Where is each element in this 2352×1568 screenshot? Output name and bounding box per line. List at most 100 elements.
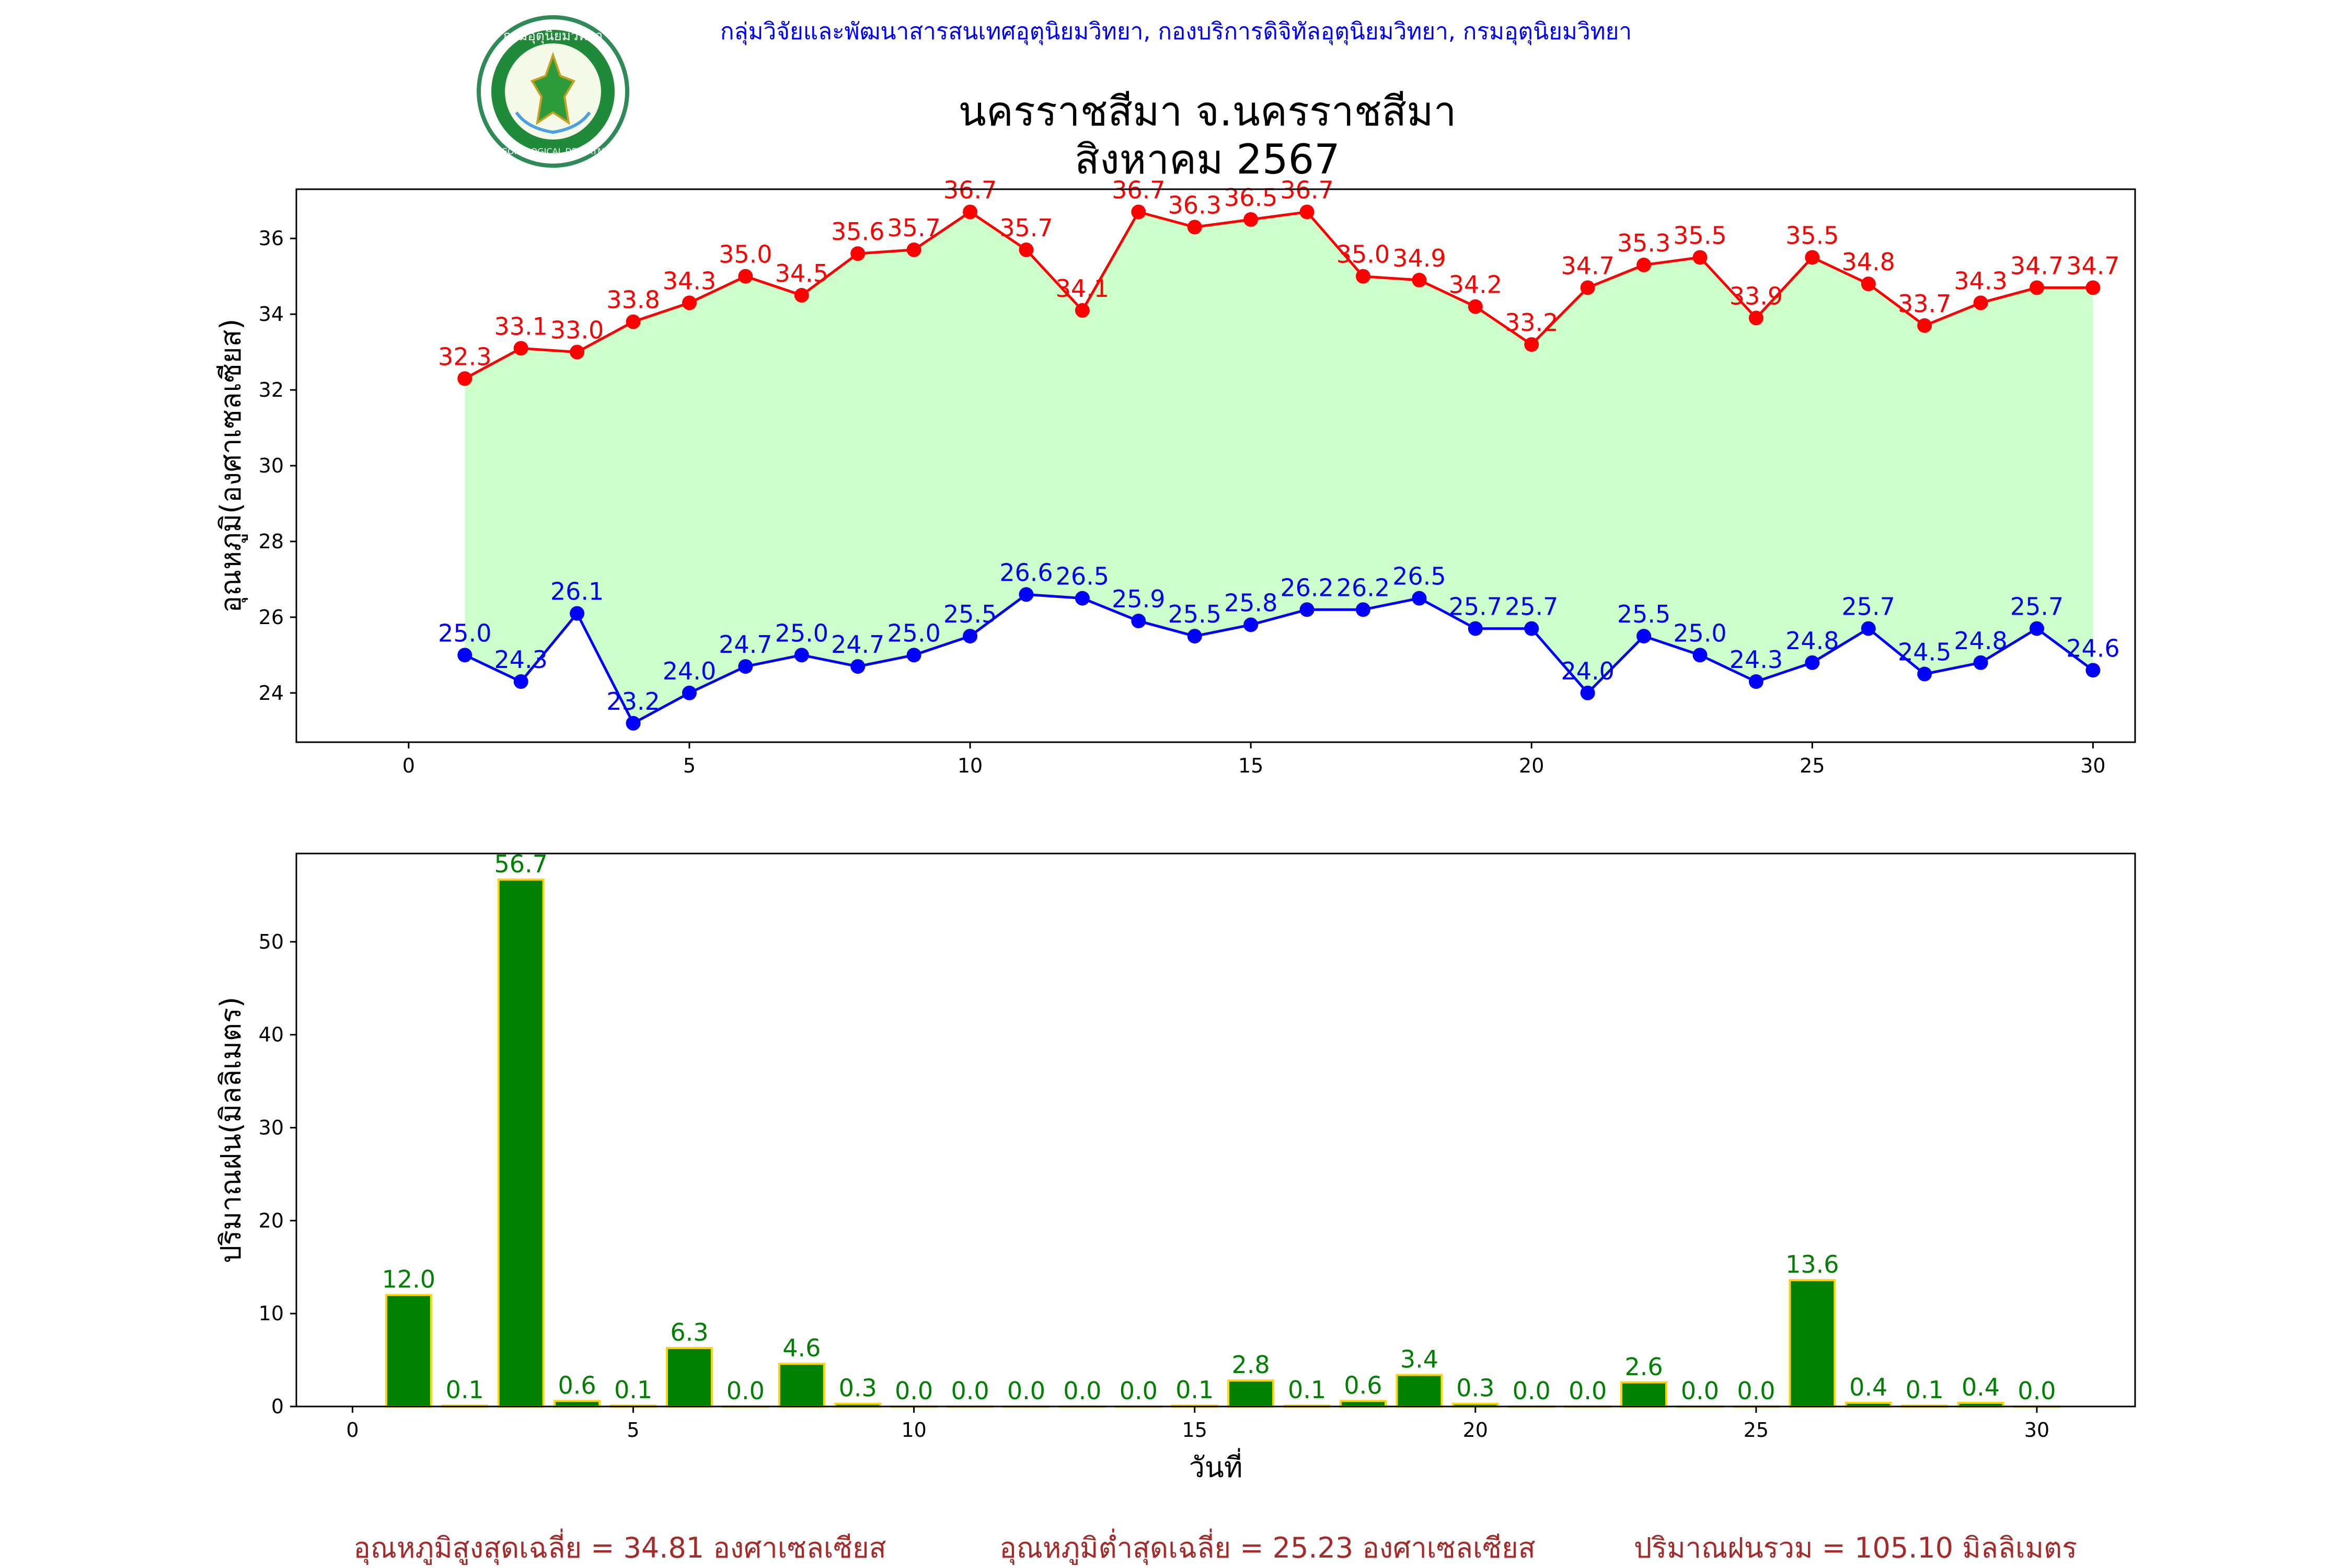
min-temp-point: [513, 674, 528, 689]
x-tick-label: 10: [958, 754, 983, 777]
rain-label: 0.0: [1681, 1377, 1719, 1405]
max-temp-label: 35.3: [1617, 229, 1670, 257]
max-temp-point: [1243, 212, 1259, 227]
x-tick-label: 30: [2080, 754, 2105, 777]
rain-bar: [1789, 1279, 1836, 1408]
max-temp-point: [906, 242, 921, 257]
rain-label: 0.0: [1063, 1377, 1101, 1405]
max-temp-label: 33.9: [1730, 282, 1783, 310]
max-temp-point: [626, 314, 641, 329]
min-temp-label: 24.6: [2066, 634, 2119, 662]
rain-label: 0.0: [2017, 1377, 2056, 1405]
rain-bar: [554, 1400, 601, 1408]
max-temp-label: 36.3: [1168, 191, 1221, 219]
rainfall-panel: 12.0 0.1 56.7 0.6 0.1 6.3 0.0 4.6 0.3 0.0 0.0 0.0 0.…: [214, 850, 2136, 1484]
rain-bar: [1227, 1379, 1275, 1408]
max-temp-point: [1131, 204, 1146, 220]
min-temp-label: 26.6: [999, 558, 1053, 586]
max-temp-point: [1973, 295, 1988, 310]
min-temp-label: 25.0: [1673, 619, 1726, 647]
min-temp-point: [1973, 655, 1988, 670]
min-temp-label: 24.0: [1561, 657, 1614, 685]
logo: กรมอุตุนิยมวิทยา METEOROLOGICAL DEPARTME…: [477, 15, 629, 168]
rain-label: 0.0: [1513, 1377, 1551, 1405]
max-temp-point: [794, 287, 809, 303]
summary-avg-max: อุณหภูมิสูงสุดเฉลี่ย = 34.81 องศาเซลเซีย…: [353, 1528, 886, 1565]
max-temp-point: [738, 269, 753, 284]
logo-text-bottom: METEOROLOGICAL DEPARTMENT: [485, 146, 621, 156]
max-temp-point: [513, 341, 528, 356]
min-temp-label: 24.0: [663, 657, 716, 685]
x-tick-label: 15: [1238, 754, 1263, 777]
rain-label: 0.0: [1737, 1377, 1775, 1405]
max-temp-point: [850, 246, 866, 261]
min-temp-label: 25.7: [1842, 593, 1895, 621]
rain-label: 0.6: [558, 1371, 596, 1399]
max-temp-label: 33.1: [494, 312, 547, 340]
min-temp-point: [1075, 591, 1090, 606]
max-temp-point: [457, 371, 472, 386]
max-temp-label: 34.7: [2066, 251, 2119, 280]
min-temp-label: 25.9: [1112, 585, 1165, 613]
max-temp-label: 34.2: [1449, 271, 1502, 299]
min-temp-label: 25.7: [2010, 593, 2063, 621]
min-temp-label: 24.7: [831, 630, 884, 659]
rain-bar: [1340, 1400, 1387, 1408]
max-temp-point: [1524, 337, 1539, 352]
min-temp-label: 25.5: [943, 600, 997, 628]
max-temp-line: [464, 210, 2093, 380]
max-temp-point: [1692, 250, 1708, 265]
max-temp-point: [1636, 257, 1652, 272]
min-temp-label: 25.0: [438, 619, 491, 647]
temperature-range-fill: [465, 212, 2093, 723]
min-temp-point: [1412, 591, 1427, 606]
min-temp-line: [464, 593, 2094, 725]
max-temp-label: 34.5: [775, 259, 828, 287]
rain-bar: [497, 878, 545, 1408]
rain-label: 0.0: [951, 1377, 989, 1405]
min-temp-point: [1468, 621, 1483, 636]
rain-label: 0.1: [614, 1376, 652, 1404]
x-tick-label: 25: [1744, 1419, 1769, 1442]
organization-text: กลุ่มวิจัยและพัฒนาสารสนเทศอุตุนิยมวิทยา,…: [720, 18, 1632, 45]
max-temp-label: 35.5: [1673, 221, 1726, 249]
min-temp-label: 25.7: [1505, 593, 1558, 621]
min-temp-label: 24.3: [1730, 645, 1783, 674]
min-temp-label: 25.5: [1168, 600, 1221, 628]
rainfall-bars: [385, 878, 2060, 1408]
rain-label: 0.0: [727, 1377, 765, 1405]
max-temp-label: 34.3: [663, 267, 716, 295]
temperature-points: [457, 204, 2101, 731]
rain-bar: [385, 1294, 432, 1408]
rain-label: 3.4: [1400, 1345, 1438, 1374]
max-temp-label: 33.0: [550, 316, 604, 344]
rain-bar: [1620, 1381, 1668, 1408]
max-temp-point: [1075, 303, 1090, 318]
min-temp-label: 24.5: [1898, 638, 1951, 666]
chart-subtitle: สิงหาคม 2567: [1075, 136, 1340, 183]
min-temp-label: 23.2: [606, 687, 660, 716]
min-temp-label: 25.7: [1449, 593, 1502, 621]
y-tick-label: 36: [259, 227, 284, 250]
rainfall-frame: [295, 852, 2136, 1408]
y-tick-label: 30: [259, 454, 284, 477]
rain-label: 0.1: [1288, 1376, 1326, 1404]
min-temp-point: [906, 648, 921, 663]
temperature-y-ticks: 24 26 28 30 32 34 36: [259, 227, 296, 705]
min-temp-point: [457, 648, 472, 663]
max-temp-label: 34.3: [1954, 267, 2007, 295]
min-temp-point: [1692, 648, 1708, 663]
max-temp-label: 33.2: [1505, 308, 1558, 337]
rain-label: 13.6: [1785, 1250, 1839, 1278]
max-temp-point: [570, 344, 585, 360]
rain-label: 0.4: [1849, 1373, 1887, 1401]
max-temp-point: [1861, 276, 1876, 292]
min-temp-label: 26.1: [550, 578, 604, 606]
max-temp-point: [1299, 204, 1315, 220]
x-tick-label: 0: [346, 1419, 359, 1442]
max-temp-point: [1748, 310, 1763, 326]
rain-label: 0.0: [1120, 1377, 1158, 1405]
x-tick-label: 20: [1519, 754, 1544, 777]
max-temp-label: 35.7: [999, 214, 1053, 242]
rain-label: 0.1: [1906, 1376, 1944, 1404]
